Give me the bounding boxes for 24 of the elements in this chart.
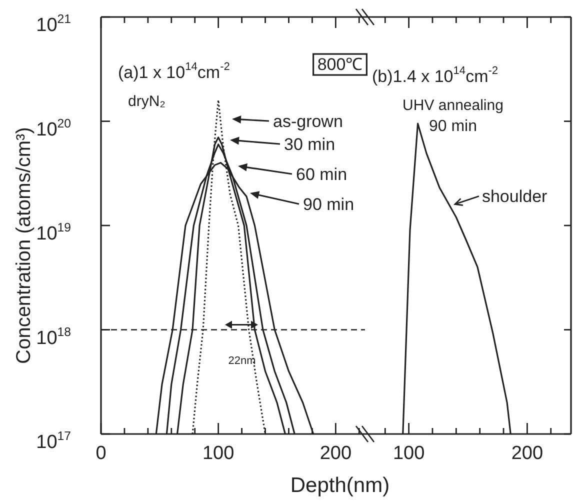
- y-axis-title: Concentration (atoms/cm³): [13, 127, 35, 364]
- legend-label: 60 min: [296, 165, 348, 184]
- annotation: shoulder: [482, 187, 548, 206]
- x-tick-label: 200: [511, 443, 544, 464]
- y-tick-label: 10$^{20}$: [36, 116, 72, 140]
- x-tick-label: 200: [320, 443, 352, 464]
- annotation: (a)1 x 10$^{14}$cm$^{-2}$: [118, 61, 230, 82]
- annotation: dryN₂: [128, 93, 166, 110]
- y-tick-label: 10$^{17}$: [36, 428, 72, 453]
- annotation: 90 min: [428, 118, 478, 135]
- legend-label: 30 min: [284, 135, 336, 154]
- legend-label: as-grown: [273, 112, 343, 131]
- y-tick-label: 10$^{19}$: [36, 220, 72, 244]
- annotation: UHV annealing: [402, 97, 504, 114]
- annotation: (b)1.4 x 10$^{14}$cm$^{-2}$: [372, 65, 498, 86]
- annotation: 22nm: [228, 355, 256, 367]
- x-tick-label: 100: [202, 443, 234, 464]
- legend-label: 90 min: [303, 195, 354, 214]
- y-tick-label: 10$^{21}$: [36, 12, 72, 36]
- annotation: 800℃: [317, 55, 363, 74]
- x-tick-label: 0: [96, 443, 106, 464]
- x-axis-title: Depth(nm): [290, 474, 390, 497]
- y-tick-label: 10$^{18}$: [36, 324, 72, 349]
- x-tick-label: 100: [392, 443, 425, 464]
